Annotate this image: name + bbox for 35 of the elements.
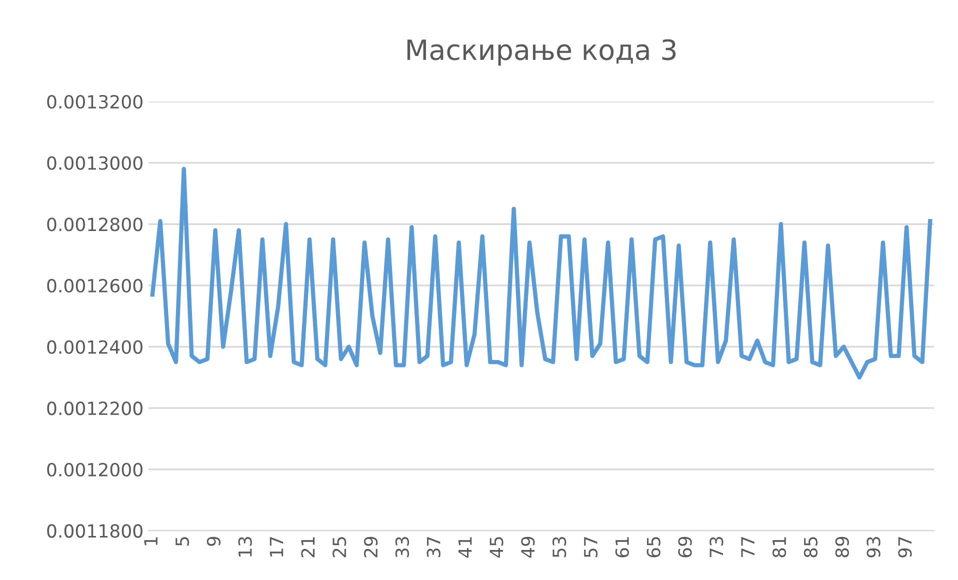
x-tick-label: 21 bbox=[301, 537, 315, 558]
x-tick-label: 81 bbox=[772, 537, 786, 558]
x-tick-label: 29 bbox=[364, 536, 378, 558]
x-tick-label: 45 bbox=[490, 537, 504, 558]
x-tick-label: 73 bbox=[710, 537, 724, 558]
y-tick-label: 0.0011800 bbox=[47, 524, 142, 538]
x-tick-label: 1 bbox=[144, 537, 158, 546]
x-tick-label: 41 bbox=[458, 537, 472, 558]
x-tick-label: 69 bbox=[678, 536, 692, 558]
y-tick-label: 0.0012400 bbox=[47, 340, 142, 354]
x-tick-label: 65 bbox=[646, 537, 660, 558]
x-tick-label: 37 bbox=[426, 537, 440, 558]
y-tick-label: 0.0012600 bbox=[47, 278, 142, 293]
x-tick-label: 85 bbox=[804, 537, 818, 558]
line-series bbox=[150, 166, 932, 380]
x-tick-label: 25 bbox=[332, 537, 346, 558]
y-tick-label: 0.0012800 bbox=[47, 218, 142, 232]
x-tick-label: 61 bbox=[615, 537, 629, 558]
chart-title: Маскирање кода 3 bbox=[407, 39, 676, 66]
x-tick-label: 57 bbox=[584, 537, 598, 558]
y-tick-label: 0.0012000 bbox=[47, 462, 142, 476]
x-tick-label: 97 bbox=[898, 537, 912, 558]
x-tick-label: 5 bbox=[176, 537, 190, 546]
x-tick-label: 93 bbox=[866, 537, 880, 558]
x-tick-label: 49 bbox=[521, 536, 535, 558]
y-tick-label: 0.0012200 bbox=[47, 402, 142, 416]
x-tick-label: 33 bbox=[395, 537, 410, 558]
x-tick-label: 89 bbox=[835, 536, 849, 558]
x-tick-label: 13 bbox=[238, 537, 252, 557]
x-tick-label: 53 bbox=[552, 537, 566, 558]
x-tick-label: 17 bbox=[270, 537, 284, 557]
y-tick-label: 0.0013000 bbox=[47, 156, 142, 170]
y-tick-label: 0.0013200 bbox=[47, 94, 142, 109]
x-tick-label: 77 bbox=[741, 537, 754, 558]
x-tick-label: 9 bbox=[206, 536, 220, 546]
